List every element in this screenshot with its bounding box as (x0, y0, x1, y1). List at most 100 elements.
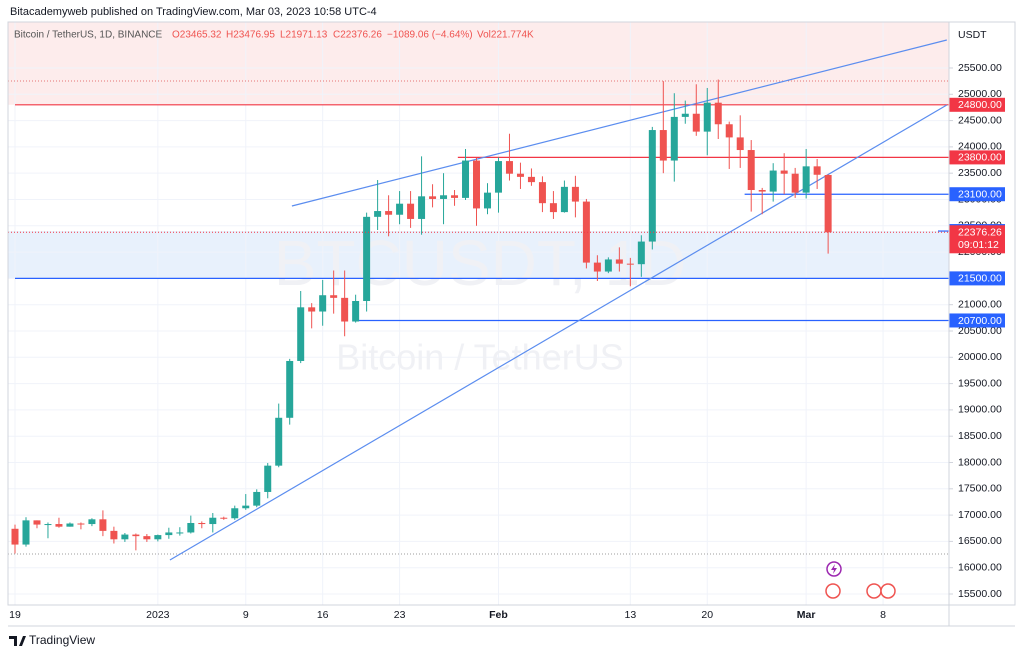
last-price-label: 22376.26 (958, 227, 1002, 239)
candle-body (527, 176, 535, 183)
level-badge-label: 21500.00 (958, 273, 1002, 285)
candle-body (462, 160, 470, 198)
trendline (291, 39, 947, 207)
legend-open: O23465.32 (172, 30, 222, 41)
x-tick-label: Mar (797, 609, 816, 621)
brand-logo: TradingView (9, 633, 95, 647)
candle-body (670, 116, 678, 161)
zone (8, 231, 949, 279)
legend-close: C22376.26 (333, 30, 382, 41)
y-tick-label: 23500.00 (958, 167, 1002, 179)
watermark: BTCUSDT, 1D (274, 227, 687, 299)
candle-body (429, 196, 437, 199)
y-tick-label: 18500.00 (958, 430, 1002, 442)
candle-body (374, 211, 382, 217)
header: Bitacademyweb published on TradingView.c… (10, 6, 377, 18)
candle-body (714, 102, 722, 125)
candle-body (758, 190, 766, 192)
candle-body (516, 173, 524, 177)
legend-high: H23476.95 (226, 30, 275, 41)
candle-body (626, 263, 634, 265)
candle-body (385, 211, 393, 215)
candle-body (659, 130, 667, 161)
level-badge (949, 150, 1005, 165)
candle-body (615, 259, 623, 264)
candle-body (352, 301, 360, 322)
candle-body (33, 520, 41, 525)
candle-body (692, 113, 700, 132)
candle-body (769, 170, 777, 192)
legend-change: −1089.06 (−4.64%) (387, 30, 473, 41)
level-badge-label: 23100.00 (958, 189, 1002, 201)
y-tick-label: 20500.00 (958, 325, 1002, 337)
frame (7, 21, 1016, 606)
y-tick-label: 25000.00 (958, 88, 1002, 100)
level-badge (949, 271, 1005, 286)
candle-body (132, 534, 140, 537)
logo (9, 636, 26, 646)
candle-body (363, 216, 371, 302)
x-tick-label: 23 (394, 609, 406, 621)
brand: TradingView (29, 633, 95, 647)
candle-body (549, 203, 557, 213)
countdown-label: 09:01:12 (958, 239, 999, 251)
candle-body (593, 262, 601, 272)
candle-body (110, 530, 118, 540)
candle-body (802, 166, 810, 193)
y-tick-label: 21000.00 (958, 298, 1002, 310)
candle-body (473, 160, 481, 209)
candle-body (286, 360, 294, 418)
legend: Bitcoin / TetherUS, 1D, BINANCE O23465.3… (14, 30, 534, 41)
candle-body (165, 532, 173, 536)
candle-body (538, 182, 546, 204)
candle-body (77, 523, 85, 525)
candle-body (187, 522, 195, 533)
currency: USDT (958, 29, 987, 41)
x-tick-label: 20 (701, 609, 713, 621)
x-tick-label: 19 (9, 609, 21, 621)
candle-body (813, 166, 821, 175)
candle-body (604, 259, 612, 272)
candle-body (176, 532, 184, 534)
candle-body (319, 295, 327, 312)
x-tick-label: 2023 (146, 609, 170, 621)
event-icon[interactable] (880, 583, 896, 599)
x-tick-label: 9 (243, 609, 249, 621)
event-icon[interactable] (825, 583, 841, 599)
candle-body (275, 417, 283, 466)
candle-body (571, 186, 579, 202)
candle-body (637, 241, 645, 265)
candle-body (55, 524, 63, 527)
candle-body (264, 465, 272, 492)
candle-body (681, 113, 689, 117)
level-badge (949, 187, 1005, 202)
y-tick-label: 24500.00 (958, 114, 1002, 126)
background-layer (8, 22, 949, 605)
candle-body (154, 535, 162, 540)
y-tick-label: 25500.00 (958, 62, 1002, 74)
candle-body (297, 307, 305, 361)
x-tick-label: 16 (317, 609, 329, 621)
y-tick-label: 17500.00 (958, 483, 1002, 495)
x-tick-label: 13 (624, 609, 636, 621)
event-icon[interactable] (866, 583, 882, 599)
candle-body (725, 124, 733, 138)
level-badge (949, 97, 1005, 112)
candle-body (648, 130, 656, 242)
candle-body (791, 173, 799, 193)
candle-body (143, 536, 151, 540)
y-tick-label: 16000.00 (958, 561, 1002, 573)
candle-body (582, 201, 590, 263)
legend-volume: Vol221.774K (477, 30, 534, 41)
y-tick-label: 19500.00 (958, 377, 1002, 389)
y-tick-label: 19000.00 (958, 404, 1002, 416)
candle-body (22, 520, 30, 545)
candle-body (440, 195, 448, 199)
level-badge-label: 23800.00 (958, 152, 1002, 164)
foreground-layer: 15500.00 16000.00 16500.00 17000.00 17500.00… (8, 39, 1005, 621)
candle-body (560, 186, 568, 213)
y-tick-label: 17000.00 (958, 509, 1002, 521)
candle-body (418, 196, 426, 219)
candle-body (407, 203, 415, 219)
